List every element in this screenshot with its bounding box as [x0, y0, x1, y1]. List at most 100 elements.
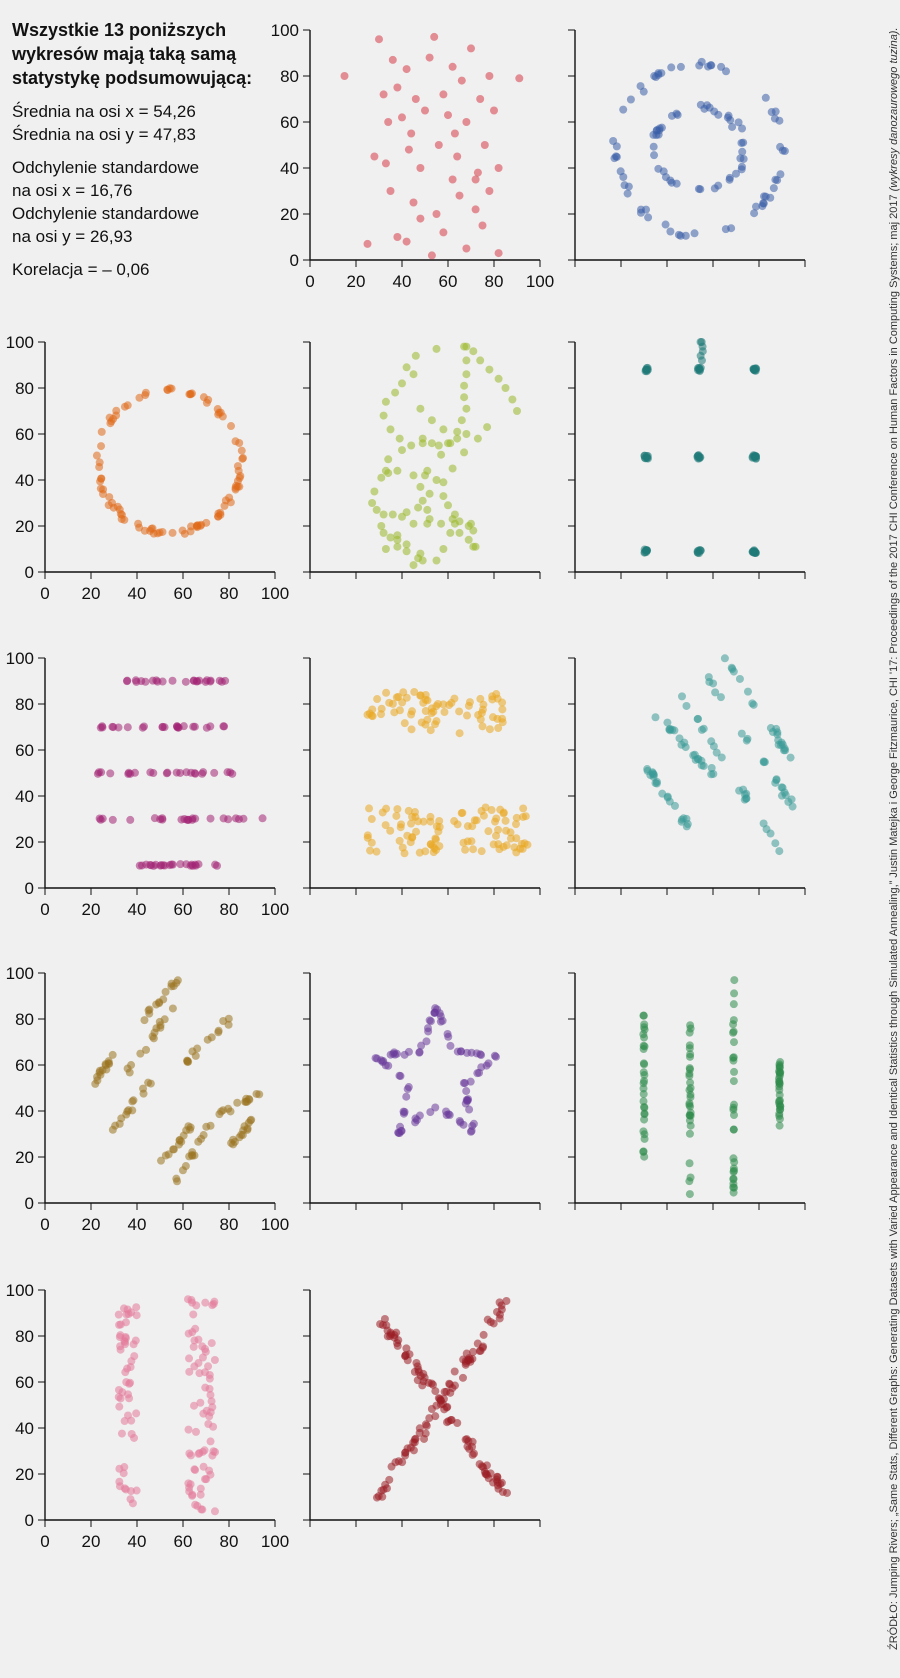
data-point: [124, 768, 133, 777]
data-point: [481, 803, 490, 812]
data-point: [385, 698, 394, 707]
data-point: [414, 1365, 423, 1374]
y-tick-label: 100: [271, 21, 299, 40]
data-point: [209, 1299, 218, 1308]
data-point: [776, 170, 785, 179]
data-point: [685, 1129, 694, 1138]
data-point: [201, 677, 210, 686]
data-point: [460, 381, 469, 390]
data-point: [168, 676, 177, 685]
data-point: [199, 1462, 208, 1471]
data-point: [190, 769, 199, 778]
data-point: [685, 1065, 694, 1074]
data-point: [778, 146, 787, 155]
data-point: [652, 131, 661, 140]
data-point: [417, 1041, 426, 1050]
data-point: [749, 700, 758, 709]
data-point: [775, 1121, 784, 1130]
data-point: [699, 761, 708, 770]
data-point: [730, 1067, 739, 1076]
data-point: [716, 693, 725, 702]
data-point: [737, 162, 746, 171]
data-point: [453, 427, 462, 436]
data-point: [639, 1090, 648, 1099]
data-point: [666, 725, 675, 734]
y-tick-label: 40: [15, 1102, 34, 1121]
x-tick-label: 20: [82, 900, 101, 919]
data-point: [494, 724, 503, 733]
data-point: [743, 687, 752, 696]
data-point: [126, 1495, 135, 1504]
data-point: [121, 1485, 130, 1494]
data-point: [379, 1485, 388, 1494]
data-point: [448, 464, 457, 473]
correlation-block: Korelacja = – 0,06: [12, 258, 272, 281]
scatter-panel: 00 20 20 40 40 60 60 80 80 100 100: [271, 21, 555, 291]
data-point: [463, 1442, 472, 1451]
data-point: [407, 441, 416, 450]
data-point: [444, 1110, 453, 1119]
data-point: [206, 814, 215, 823]
data-point: [375, 35, 383, 44]
data-point: [196, 1398, 205, 1407]
stats-title: Wszystkie 13 poniższych wykresów mają ta…: [12, 18, 272, 90]
data-point: [384, 118, 393, 126]
data-point: [184, 1479, 193, 1488]
data-point: [450, 519, 459, 528]
data-point: [158, 527, 167, 536]
data-point: [444, 501, 452, 510]
data-point: [167, 982, 176, 991]
data-point: [93, 1076, 102, 1085]
data-point: [424, 1027, 433, 1036]
data-point: [416, 164, 425, 172]
data-point: [115, 1402, 124, 1411]
data-point: [135, 861, 144, 870]
data-point: [139, 722, 148, 731]
data-point: [201, 1347, 210, 1356]
data-point: [440, 708, 449, 717]
data-point: [784, 797, 793, 806]
data-point: [156, 815, 165, 824]
data-point: [686, 1050, 695, 1059]
data-point: [643, 454, 652, 463]
data-point: [377, 522, 386, 530]
data-point: [366, 846, 375, 855]
x-tick-label: 0: [40, 1215, 49, 1234]
data-point: [462, 356, 471, 365]
data-point: [515, 74, 524, 83]
data-point: [502, 841, 511, 850]
data-point: [393, 83, 402, 92]
scatter-panel: 00 20 20 40 40 60 60 80 80 100 100: [6, 1281, 290, 1551]
data-point: [388, 510, 397, 519]
scatter-panel: [303, 657, 541, 895]
y-tick-label: 60: [15, 1373, 34, 1392]
data-point: [423, 466, 432, 475]
data-point: [130, 1352, 139, 1361]
data-point: [404, 145, 413, 154]
data-point: [681, 743, 690, 752]
data-point: [752, 364, 761, 373]
data-point: [498, 718, 507, 727]
data-point: [432, 344, 441, 353]
data-point: [219, 722, 228, 731]
data-point: [421, 1420, 430, 1429]
data-point: [115, 1482, 124, 1491]
data-point: [227, 1139, 236, 1148]
data-point: [434, 827, 443, 836]
data-point: [654, 69, 663, 78]
data-point: [198, 769, 207, 778]
data-point: [760, 192, 769, 201]
data-point: [729, 1100, 738, 1109]
data-point: [127, 1308, 136, 1317]
data-point: [511, 820, 520, 829]
data-point: [202, 518, 211, 527]
data-point: [494, 164, 503, 172]
data-point: [780, 744, 789, 753]
data-point: [453, 820, 462, 829]
data-point: [439, 90, 448, 99]
data-point: [705, 677, 714, 686]
data-point: [214, 1028, 223, 1037]
data-point: [677, 817, 686, 826]
data-point: [735, 674, 744, 683]
data-point: [386, 425, 395, 434]
